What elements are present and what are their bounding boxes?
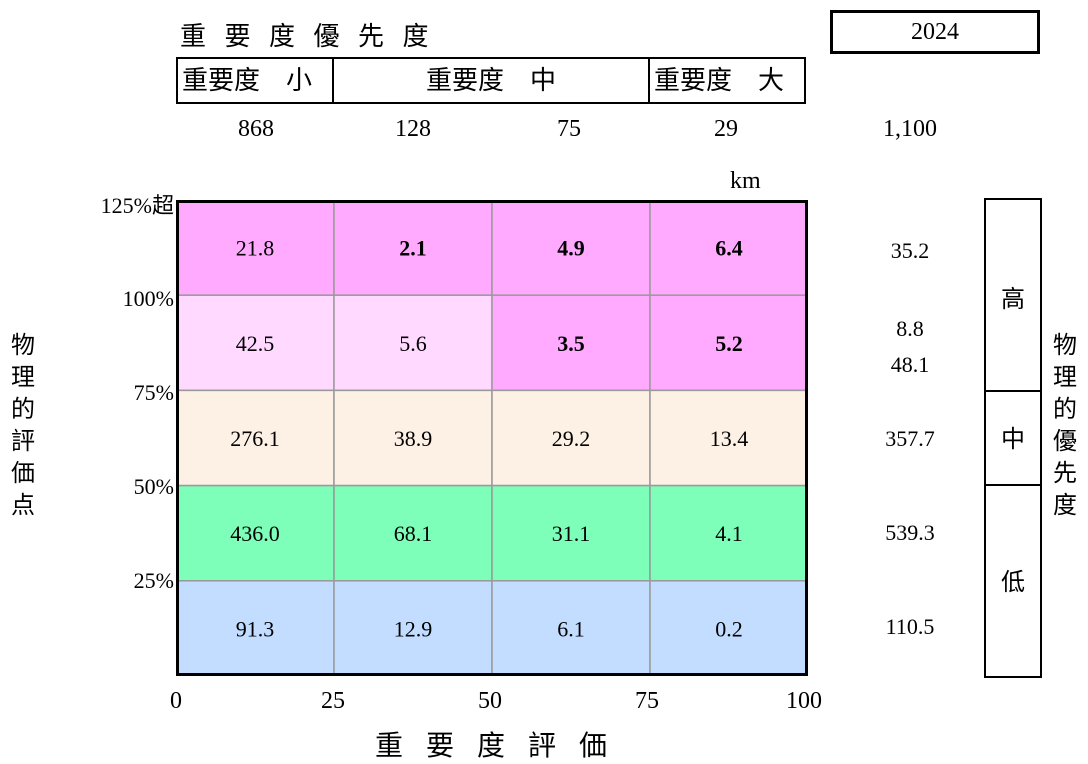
importance-medium-box: 重要度 中 bbox=[332, 57, 650, 104]
right-axis-title-char-1: 理 bbox=[1053, 365, 1077, 391]
heatmap-label-r4-c4: 4.1 bbox=[715, 521, 743, 546]
x-tick-75: 75 bbox=[635, 688, 659, 714]
year-label: 2024 bbox=[830, 10, 1040, 54]
priority-medium-box: 中 bbox=[984, 390, 1042, 486]
y-tick-75: 75% bbox=[133, 380, 174, 405]
heatmap-border bbox=[176, 200, 808, 676]
heatmap-label-r5-c2: 12.9 bbox=[394, 616, 433, 641]
y-axis-title-char-4: 価 bbox=[11, 461, 35, 487]
heatmap-label-r1-c4: 6.4 bbox=[715, 236, 743, 261]
row-total-3: 357.7 bbox=[885, 426, 935, 451]
x-axis-title: 重 要 度 評 価 bbox=[374, 731, 615, 762]
right-axis-title-char-4: 先 bbox=[1053, 461, 1077, 487]
heatmap-label-r2-c3: 3.5 bbox=[557, 331, 585, 356]
right-axis-title-char-0: 物 bbox=[1053, 333, 1077, 359]
row-total-2b: 48.1 bbox=[890, 352, 930, 377]
heatmap-label-r2-c2: 5.6 bbox=[399, 331, 427, 356]
y-axis-title-char-5: 点 bbox=[11, 493, 35, 519]
heatmap-label-r5-c3: 6.1 bbox=[557, 616, 585, 641]
right-axis-title-char-3: 優 bbox=[1053, 429, 1077, 455]
heatmap-cell-r4-c1 bbox=[176, 484, 335, 582]
heatmap-cell-r3-c4 bbox=[649, 389, 808, 487]
heatmap-label-r4-c2: 68.1 bbox=[394, 521, 433, 546]
count-total: 1,100 bbox=[883, 116, 937, 142]
heatmap-label-r4-c1: 436.0 bbox=[230, 521, 280, 546]
y-axis-title: 物理的評価点 bbox=[8, 330, 38, 522]
x-tick-25: 25 bbox=[321, 688, 345, 714]
heatmap-cell-r1-c4 bbox=[649, 200, 808, 296]
y-axis-title-char-3: 評 bbox=[11, 429, 35, 455]
importance-small-box: 重要度 小 bbox=[176, 57, 334, 104]
y-tick-125: 125%超 bbox=[100, 193, 174, 218]
heatmap-label-r1-c1: 21.8 bbox=[236, 236, 275, 261]
heatmap-cell-r5-c2 bbox=[333, 580, 493, 676]
heatmap-cell-r1-c2 bbox=[333, 200, 493, 296]
right-axis-title-char-5: 度 bbox=[1053, 493, 1077, 519]
count-col-4: 29 bbox=[714, 116, 738, 142]
heatmap-cell-r2-c3 bbox=[491, 294, 651, 392]
heatmap-label-r3-c2: 38.9 bbox=[394, 426, 433, 451]
importance-large-box: 重要度 大 bbox=[648, 57, 806, 104]
right-axis-title: 物理的優先度 bbox=[1050, 330, 1080, 522]
heatmap-label-r2-c1: 42.5 bbox=[236, 331, 275, 356]
x-tick-0: 0 bbox=[170, 688, 182, 714]
heatmap-cell-r5-c4 bbox=[649, 580, 808, 676]
priority-low-box: 低 bbox=[984, 484, 1042, 678]
y-tick-25: 25% bbox=[133, 568, 174, 593]
heatmap-label-r5-c1: 91.3 bbox=[236, 616, 275, 641]
heatmap-label-r3-c3: 29.2 bbox=[552, 426, 591, 451]
heatmap-cell-r5-c3 bbox=[491, 580, 651, 676]
heatmap-label-r3-c4: 13.4 bbox=[710, 426, 749, 451]
chart-title: 重 要 度 優 先 度 bbox=[180, 22, 435, 51]
heatmap-label-r2-c4: 5.2 bbox=[715, 331, 743, 356]
y-tick-100: 100% bbox=[122, 286, 174, 311]
unit-label: km bbox=[730, 168, 761, 194]
x-tick-50: 50 bbox=[478, 688, 502, 714]
heatmap-cell-r1-c3 bbox=[491, 200, 651, 296]
x-tick-100: 100 bbox=[786, 688, 822, 714]
count-col-2: 128 bbox=[395, 116, 431, 142]
count-col-1: 868 bbox=[238, 116, 274, 142]
heatmap-label-r4-c3: 31.1 bbox=[552, 521, 591, 546]
y-axis-title-char-0: 物 bbox=[11, 333, 35, 359]
y-tick-50: 50% bbox=[133, 474, 174, 499]
y-axis-title-char-1: 理 bbox=[11, 365, 35, 391]
row-total-5: 110.5 bbox=[885, 614, 935, 639]
heatmap-cell-r2-c1 bbox=[176, 294, 335, 392]
row-total-2a: 8.8 bbox=[896, 316, 924, 341]
heatmap-label-r5-c4: 0.2 bbox=[715, 616, 743, 641]
row-total-1: 35.2 bbox=[890, 238, 930, 263]
row-total-4: 539.3 bbox=[885, 520, 935, 545]
heatmap-label-r3-c1: 276.1 bbox=[230, 426, 280, 451]
heatmap-cell-r1-c1 bbox=[176, 200, 335, 296]
heatmap-cell-r5-c1 bbox=[176, 580, 335, 676]
heatmap-cell-r4-c4 bbox=[649, 484, 808, 582]
heatmap-chart: 21.8 2.1 4.9 6.4 42.5 5.6 3.5 5.2 276.1 38.9 29.2 1… bbox=[176, 200, 808, 676]
heatmap-cell-r3-c1 bbox=[176, 389, 335, 487]
priority-high-box: 高 bbox=[984, 198, 1042, 392]
y-axis-title-char-2: 的 bbox=[11, 397, 35, 423]
count-col-3: 75 bbox=[557, 116, 581, 142]
heatmap-label-r1-c2: 2.1 bbox=[399, 236, 427, 261]
heatmap-cell-r2-c4 bbox=[649, 294, 808, 392]
right-axis-title-char-2: 的 bbox=[1053, 397, 1077, 423]
heatmap-cell-r2-c2 bbox=[333, 294, 493, 392]
heatmap-label-r1-c3: 4.9 bbox=[557, 236, 585, 261]
heatmap-cell-r4-c3 bbox=[491, 484, 651, 582]
